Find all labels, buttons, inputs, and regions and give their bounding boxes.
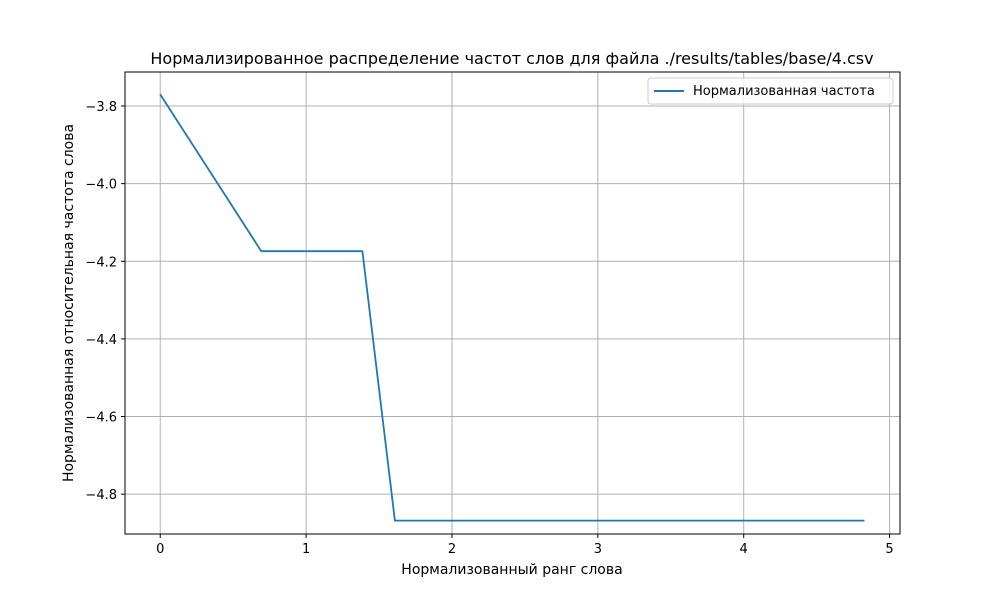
series-line [159, 93, 865, 522]
x-tick-label: 5 [885, 542, 893, 557]
series-layer [159, 93, 865, 522]
grid-lines [125, 72, 900, 534]
x-axis-label: Нормализованный ранг слова [401, 562, 622, 578]
x-tick-label: 3 [594, 542, 602, 557]
y-tick-label: −4.6 [85, 411, 117, 426]
x-axis: 0 1 2 3 4 5 [156, 534, 894, 557]
x-tick-label: 2 [448, 542, 456, 557]
x-tick-label: 1 [302, 542, 310, 557]
y-tick-label: −4.2 [85, 255, 117, 270]
y-tick-label: −3.8 [85, 100, 117, 115]
chart-title: Нормализированное распределение частот с… [150, 49, 873, 68]
y-tick-label: −4.4 [85, 333, 117, 348]
legend-box [647, 77, 894, 105]
y-axis-label: Нормализованная относительная частота сл… [61, 124, 77, 482]
y-axis: −3.8 −4.0 −4.2 −4.4 −4.6 −4.8 [85, 100, 125, 503]
legend: Нормализованная частота [647, 77, 894, 105]
y-tick-label: −4.0 [85, 178, 117, 193]
y-tick-label: −4.8 [85, 488, 117, 503]
plot-area-frame [124, 71, 901, 535]
legend-label: Нормализованная частота [693, 84, 875, 99]
x-tick-label: 4 [740, 542, 748, 557]
x-tick-label: 0 [156, 542, 164, 557]
